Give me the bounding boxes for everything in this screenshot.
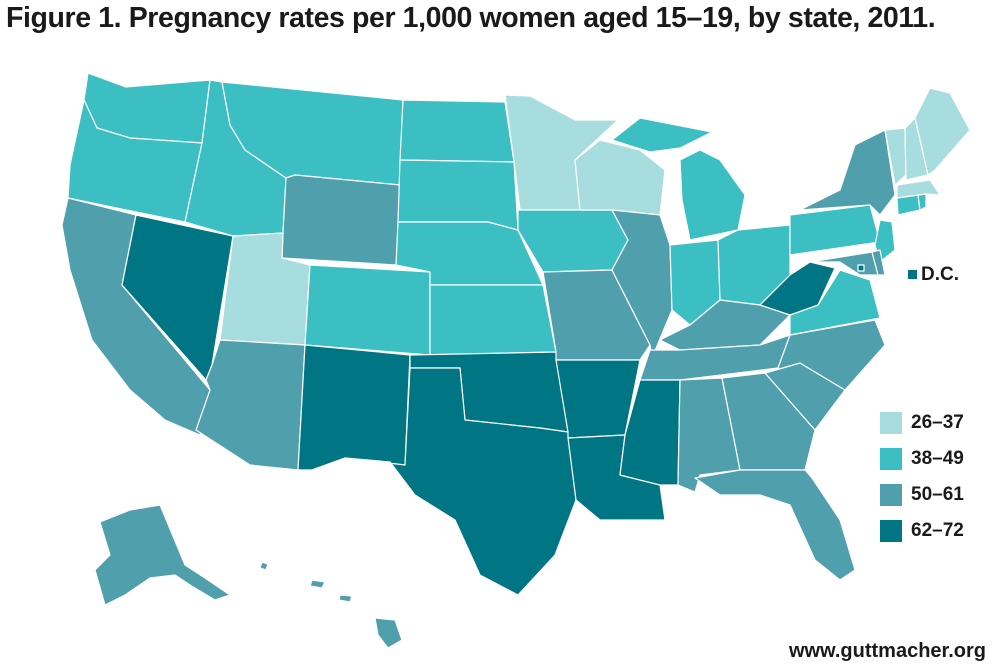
state-florida xyxy=(694,469,856,581)
state-maine xyxy=(914,87,971,176)
state-wisconsin xyxy=(574,139,666,216)
source-url: www.guttmacher.org xyxy=(788,640,986,662)
legend-swatch xyxy=(880,448,902,470)
legend-label: 62–72 xyxy=(911,520,964,541)
legend-item: 38–49 xyxy=(880,441,964,477)
state-new-york xyxy=(799,129,896,216)
state-colorado xyxy=(304,264,431,356)
legend-item: 62–72 xyxy=(880,513,964,549)
state-massachusetts xyxy=(896,179,941,199)
state-texas xyxy=(344,367,577,596)
legend-swatch xyxy=(880,484,902,506)
state-new-mexico xyxy=(297,344,411,471)
state-delaware xyxy=(871,249,886,276)
state-pennsylvania xyxy=(789,204,881,256)
legend: 26–37 38–49 50–61 62–72 xyxy=(880,405,964,549)
legend-label: 26–37 xyxy=(911,412,964,433)
legend-swatch xyxy=(880,520,902,542)
state-georgia xyxy=(721,372,816,471)
state-alaska xyxy=(94,504,231,606)
state-wyoming xyxy=(281,174,401,266)
figure-title: Figure 1. Pregnancy rates per 1,000 wome… xyxy=(6,2,936,34)
legend-label: 38–49 xyxy=(911,448,964,469)
state-district-of-columbia xyxy=(857,264,865,272)
state-rhode-island xyxy=(917,193,927,211)
legend-item: 50–61 xyxy=(880,477,964,513)
legend-item: 26–37 xyxy=(880,405,964,441)
state-south-dakota xyxy=(397,159,519,231)
legend-label: 50–61 xyxy=(911,484,964,505)
legend-swatch xyxy=(880,412,902,434)
state-west-virginia xyxy=(759,261,836,316)
state-michigan xyxy=(611,117,746,241)
dc-marker xyxy=(908,270,917,279)
state-iowa xyxy=(517,209,629,273)
state-north-dakota xyxy=(399,99,515,163)
state-kansas xyxy=(429,284,557,356)
dc-label: D.C. xyxy=(921,264,959,285)
state-hawaii xyxy=(259,561,403,649)
